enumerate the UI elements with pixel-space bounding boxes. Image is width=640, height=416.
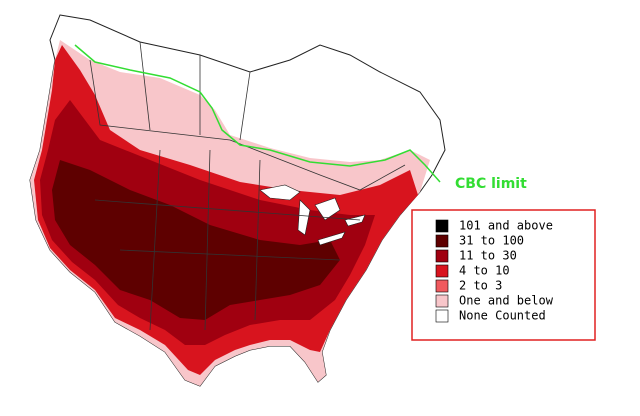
legend-swatch	[435, 219, 449, 233]
legend-label: 11 to 30	[459, 249, 517, 263]
annotation: CBC limit	[455, 176, 527, 192]
legend-swatch	[435, 294, 449, 308]
legend-label: 2 to 3	[459, 279, 502, 293]
cbc-limit-line	[74, 44, 441, 183]
darkest-zone	[52, 160, 340, 320]
legend-label: One and below	[459, 294, 554, 308]
legend-swatch	[435, 264, 449, 278]
legend-label: 101 and above	[459, 219, 553, 233]
borders	[89, 41, 406, 331]
legend-swatch	[435, 279, 449, 293]
legend-swatch	[435, 249, 449, 263]
legend-label: 4 to 10	[459, 264, 510, 278]
legend-label: 31 to 100	[459, 234, 524, 248]
great-lakes	[259, 184, 366, 246]
legend-swatch	[435, 309, 449, 323]
legend-swatch	[435, 234, 449, 248]
legend-label: None Counted	[459, 309, 546, 323]
land	[29, 14, 446, 387]
